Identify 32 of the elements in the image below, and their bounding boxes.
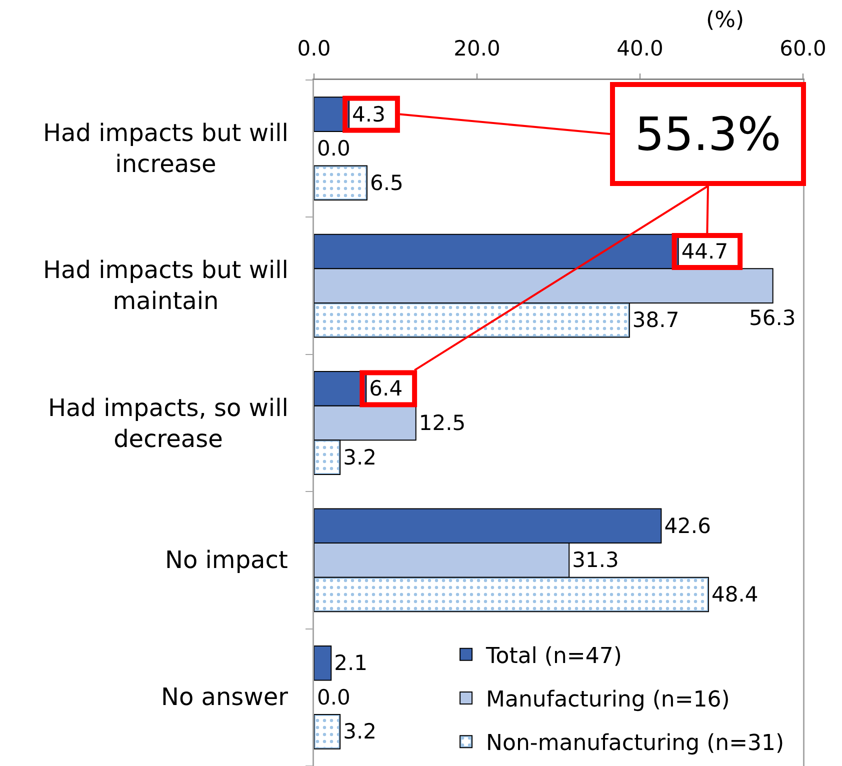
data-label: 3.2 [343,445,376,470]
data-label: 44.7 [681,240,728,264]
data-label: 42.6 [664,514,711,538]
y-tick-label: Had impacts but will maintain [43,256,288,316]
y-tick-label: No answer [161,683,288,711]
data-label: 0.0 [317,685,350,710]
bar [314,714,341,750]
x-tick-label: 60.0 [780,36,826,60]
y-tick-label: No impact [165,546,288,574]
x-tick-label: 40.0 [616,36,664,60]
data-label: 4.3 [352,102,386,126]
data-label: 48.4 [711,582,758,606]
data-label: 6.5 [370,170,404,195]
y-tick-label: Had impacts but will increase [43,119,288,178]
data-label: 3.2 [343,720,376,744]
annotation: 55.3% [635,107,782,161]
legend-label: Total (n=47) [485,644,622,669]
data-label: 31.3 [572,548,619,572]
data-label: 2.1 [334,651,368,676]
x-tick-label: 0.0 [297,36,331,60]
data-label: 6.4 [369,376,403,401]
bar [314,645,332,681]
x-axis-title: (%) [706,8,744,33]
bar [314,165,368,201]
data-label: 56.3 [749,306,796,330]
data-label: 0.0 [317,136,350,161]
y-tick-label: Had impacts, so will decrease [48,394,288,454]
data-label: 12.5 [418,411,466,435]
data-label: 38.7 [632,308,680,332]
legend-label: Non-manufacturing (n=31) [486,731,784,756]
x-tick-label: 20.0 [454,36,500,60]
legend-label: Manufacturing (n=16) [486,688,730,713]
